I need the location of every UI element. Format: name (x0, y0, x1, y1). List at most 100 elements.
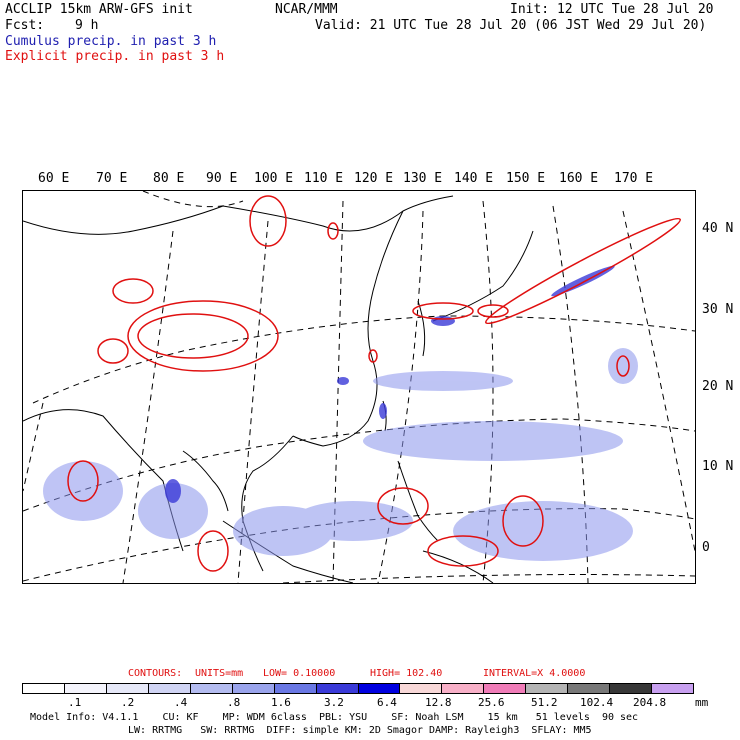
precip-contour (112, 278, 154, 304)
colorbar-swatch (358, 684, 401, 693)
precip-contour (368, 349, 378, 363)
precip-cell (431, 316, 455, 326)
contour-high: HIGH= 102.40 (370, 668, 443, 679)
colorbar-tick: .4 (174, 696, 188, 709)
colorbar-swatch (442, 684, 485, 693)
lon-label: 130 E (403, 171, 443, 186)
precip-contour (97, 338, 129, 364)
lon-line (22, 402, 44, 492)
lon-line (122, 230, 174, 584)
colorbar-swatch (484, 684, 527, 693)
colorbar-swatch (64, 684, 107, 693)
explicit-legend: Explicit precip. in past 3 h (5, 49, 225, 64)
contour-units: UNITS=mm (195, 668, 244, 679)
colorbar-tick: .2 (121, 696, 135, 709)
contour-label: CONTOURS: (128, 668, 183, 679)
colorbar-tick: 6.4 (377, 696, 397, 709)
colorbar-tick: .1 (68, 696, 82, 709)
precip-contour (412, 302, 474, 320)
contour-interval: INTERVAL=X 4.0000 (483, 668, 586, 679)
coastlines (22, 195, 534, 584)
valid-time: Valid: 21 UTC Tue 28 Jul 20 (06 JST Wed … (315, 18, 707, 33)
forecast-label: Fcst: (5, 18, 45, 33)
korea-coast (417, 300, 426, 357)
bay-of-bengal-coast (182, 450, 229, 512)
lon-label: 160 E (559, 171, 599, 186)
precip-cell (337, 377, 349, 385)
lat-label: 30 N (702, 302, 734, 317)
colorbar-swatch (610, 684, 653, 693)
precip-area (233, 506, 333, 556)
lat-label: 20 N (702, 379, 734, 394)
precip-area (608, 348, 638, 384)
lon-line (552, 205, 589, 584)
colorbar-swatch (652, 684, 693, 693)
lon-label: 90 E (206, 171, 238, 186)
colorbar-tick: 1.6 (271, 696, 291, 709)
model-info-line1: Model Info: V4.1.1 CU: KF MP: WDM 6class… (30, 712, 639, 723)
colorbar-swatch (148, 684, 191, 693)
colorbar-tick: 51.2 (531, 696, 558, 709)
colorbar-tick: 102.4 (580, 696, 614, 709)
precip-cell (379, 403, 387, 419)
precip-contour (477, 304, 509, 318)
precip-cell (165, 479, 181, 503)
precip-contour (327, 222, 339, 240)
cumulus-legend: Cumulus precip. in past 3 h (5, 34, 217, 49)
lat-line (282, 574, 696, 584)
lon-label: 140 E (454, 171, 494, 186)
contour-low: LOW= 0.10000 (263, 668, 336, 679)
japan-coast (432, 230, 534, 322)
colorbar-tick: 12.8 (425, 696, 452, 709)
colorbar-tick: 25.6 (478, 696, 505, 709)
lat-label: 10 N (702, 459, 734, 474)
precip-area (138, 483, 208, 539)
colorbar-swatch (526, 684, 569, 693)
colorbar-unit: mm (695, 696, 709, 709)
precip-map (22, 190, 696, 584)
colorbar-swatch (316, 684, 359, 693)
precip-contour (485, 217, 681, 325)
colorbar-swatch (106, 684, 149, 693)
precip-contour (197, 530, 229, 572)
lat-label: 40 N (702, 221, 734, 236)
colorbar-swatch (232, 684, 275, 693)
map-canvas (22, 190, 696, 584)
lon-label: 60 E (38, 171, 70, 186)
forecast-hours: 9 h (75, 18, 99, 33)
colorbar-tick: .8 (227, 696, 241, 709)
lat-label: 0 (702, 540, 710, 555)
explicit-precip (67, 195, 681, 572)
borneo-coast (422, 550, 494, 584)
precip-contour (502, 495, 544, 547)
precip-contour (127, 300, 279, 372)
org-label: NCAR/MMM (275, 2, 338, 17)
precip-contour (249, 195, 287, 247)
precip-area (373, 371, 513, 391)
border-line (22, 195, 454, 235)
philippines-coast (397, 460, 439, 542)
init-time: Init: 12 UTC Tue 28 Jul 20 (510, 2, 714, 17)
precip-contour (67, 460, 99, 502)
model-title: ACCLIP 15km ARW-GFS init (5, 2, 193, 17)
lon-label: 70 E (96, 171, 128, 186)
lon-label: 100 E (254, 171, 294, 186)
model-info-line2: LW: RRTMG SW: RRTMG DIFF: simple KM: 2D … (128, 725, 592, 736)
precip-area (453, 501, 633, 561)
lon-label: 170 E (614, 171, 654, 186)
precip-area (43, 461, 123, 521)
colorbar-swatch (274, 684, 317, 693)
precip-contour (616, 355, 630, 377)
colorbar-swatch (568, 684, 611, 693)
lat-line (32, 315, 696, 404)
precip-contour (377, 487, 429, 525)
lon-label: 150 E (506, 171, 546, 186)
colorbar-swatch (23, 684, 65, 693)
colorbar-swatch (190, 684, 233, 693)
colorbar-tick: 3.2 (324, 696, 344, 709)
colorbar-tick: 204.8 (633, 696, 667, 709)
precip-colorbar (22, 683, 694, 694)
colorbar-swatch (400, 684, 443, 693)
precip-contour (137, 313, 249, 359)
lon-line (622, 210, 696, 552)
